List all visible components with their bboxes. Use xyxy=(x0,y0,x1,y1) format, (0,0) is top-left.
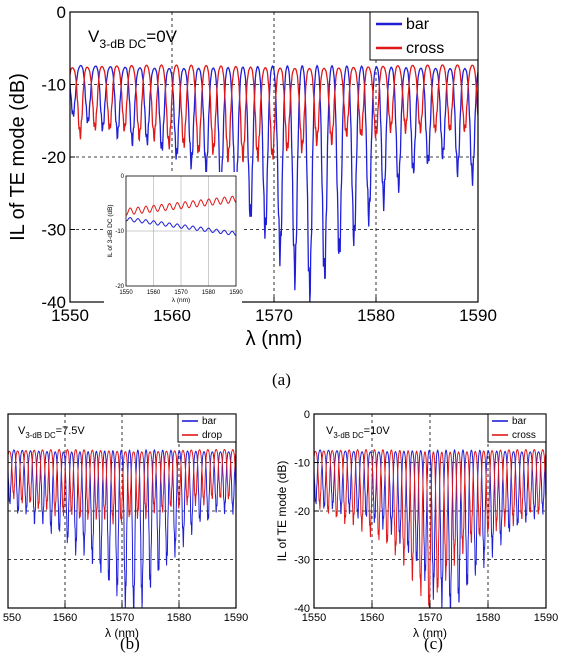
annotation-prefix: V xyxy=(18,425,26,437)
caption-c: (c) xyxy=(424,634,443,653)
legend-label-drop: drop xyxy=(202,430,222,441)
x-axis-label: λ (nm) xyxy=(246,328,303,350)
x-axis-label: λ (nm) xyxy=(105,626,139,640)
inset-x-tick-label: 1560 xyxy=(147,290,161,296)
x-tick-label: 1570 xyxy=(418,612,442,624)
legend-label-cross: cross xyxy=(512,430,536,441)
inset-chart: 1550 1560 1570 1580 1590 0 -10 -20 λ (nm) IL of 3… xyxy=(104,172,243,310)
inset-x-tick-label: 1570 xyxy=(174,290,188,296)
voltage-annotation: V3-dB DC=0V xyxy=(88,27,178,51)
x-tick-label: 1580 xyxy=(476,612,500,624)
series-line-bar xyxy=(70,64,478,302)
y-tick-label: -30 xyxy=(41,220,66,239)
x-tick-label: 1560 xyxy=(53,612,77,624)
inset-x-axis-label: λ (nm) xyxy=(172,297,190,304)
legend-box xyxy=(369,11,479,61)
x-axis-label: λ (nm) xyxy=(413,626,447,640)
x-tick-label: 1590 xyxy=(224,612,248,624)
inset-x-tick-label: 1550 xyxy=(119,290,133,296)
x-tick-label: 1570 xyxy=(255,306,293,325)
inset-x-tick-label: 1580 xyxy=(202,290,216,296)
series-line-cross xyxy=(70,64,478,163)
annotation-subscript: 3-dB DC xyxy=(333,431,364,440)
y-tick-label: 0 xyxy=(57,3,66,22)
y-axis-label: IL of TE mode (dB) xyxy=(7,73,29,241)
inset-series-bar xyxy=(125,217,237,237)
series-group xyxy=(70,64,478,302)
x-tick-label: 1590 xyxy=(534,612,558,624)
series-group xyxy=(314,448,546,608)
legend-box xyxy=(177,413,237,443)
annotation-prefix: V xyxy=(88,27,100,46)
x-tick-label: 1550 xyxy=(302,612,326,624)
y-tick-label: -20 xyxy=(41,148,66,167)
x-tick-label: 1550 xyxy=(51,306,89,325)
inset-x-tick-label: 1590 xyxy=(229,290,243,296)
voltage-annotation: V3-dB DC=7.5V xyxy=(18,425,85,440)
x-tick-label: 1590 xyxy=(459,306,497,325)
x-tick-label: 1570 xyxy=(110,612,134,624)
x-tick-label: 550 xyxy=(3,612,21,624)
chart-panel-c: 1550 1560 1570 1580 1590 0 -10 -20 -30 -40 λ (nm) I… xyxy=(275,409,558,640)
inset-y-tick-label: -10 xyxy=(115,229,124,235)
caption-a: (a) xyxy=(272,370,291,389)
legend-label-bar: bar xyxy=(406,16,430,33)
x-tick-label: 1560 xyxy=(153,306,191,325)
annotation-subscript: 3-dB DC xyxy=(25,431,56,440)
annotation-prefix: V xyxy=(326,425,334,437)
x-tick-label: 1560 xyxy=(360,612,384,624)
y-axis-label: IL of TE mode (dB) xyxy=(275,461,289,562)
legend-box xyxy=(487,413,547,443)
chart-panel-b: 550 1560 1570 1580 1590 λ (nm) V3-dB DC=7.5V ba… xyxy=(3,413,248,640)
y-tick-label: -20 xyxy=(294,506,310,518)
legend-label-cross: cross xyxy=(406,40,444,57)
series-line-drop xyxy=(8,448,236,525)
series-line-bar xyxy=(8,448,236,608)
voltage-annotation: V3-dB DC=10V xyxy=(326,425,390,440)
inset-y-tick-label: -20 xyxy=(115,284,124,290)
series-group xyxy=(8,448,236,608)
annotation-suffix: =10V xyxy=(364,425,391,437)
y-tick-label: 0 xyxy=(304,409,310,421)
inset-series-cross xyxy=(125,195,237,216)
inset-background xyxy=(104,172,242,310)
chart-panel-a: 1550 1560 1570 1580 1590 0 -10 -20 -30 -40 λ (nm) I… xyxy=(7,3,497,350)
annotation-suffix: =7.5V xyxy=(56,425,86,437)
inset-gridlines xyxy=(126,176,236,286)
inset-y-tick-label: 0 xyxy=(121,174,125,180)
y-tick-label: -40 xyxy=(294,603,310,615)
y-tick-label: -30 xyxy=(294,554,310,566)
inset-y-axis-label: IL of 3-dB DC (dB) xyxy=(107,204,114,257)
annotation-subscript: 3-dB DC xyxy=(99,37,146,51)
series-line-cross xyxy=(314,448,546,608)
legend-label-bar: bar xyxy=(512,416,527,427)
caption-b: (b) xyxy=(120,634,140,653)
y-tick-label: -10 xyxy=(41,75,66,94)
series-line-bar xyxy=(314,448,546,608)
x-tick-label: 1580 xyxy=(167,612,191,624)
inset-frame xyxy=(125,175,237,287)
y-tick-label: -10 xyxy=(294,457,310,469)
legend-label-bar: bar xyxy=(202,416,217,427)
x-tick-label: 1580 xyxy=(357,306,395,325)
annotation-suffix: =0V xyxy=(146,27,177,46)
y-tick-label: -40 xyxy=(41,293,66,312)
